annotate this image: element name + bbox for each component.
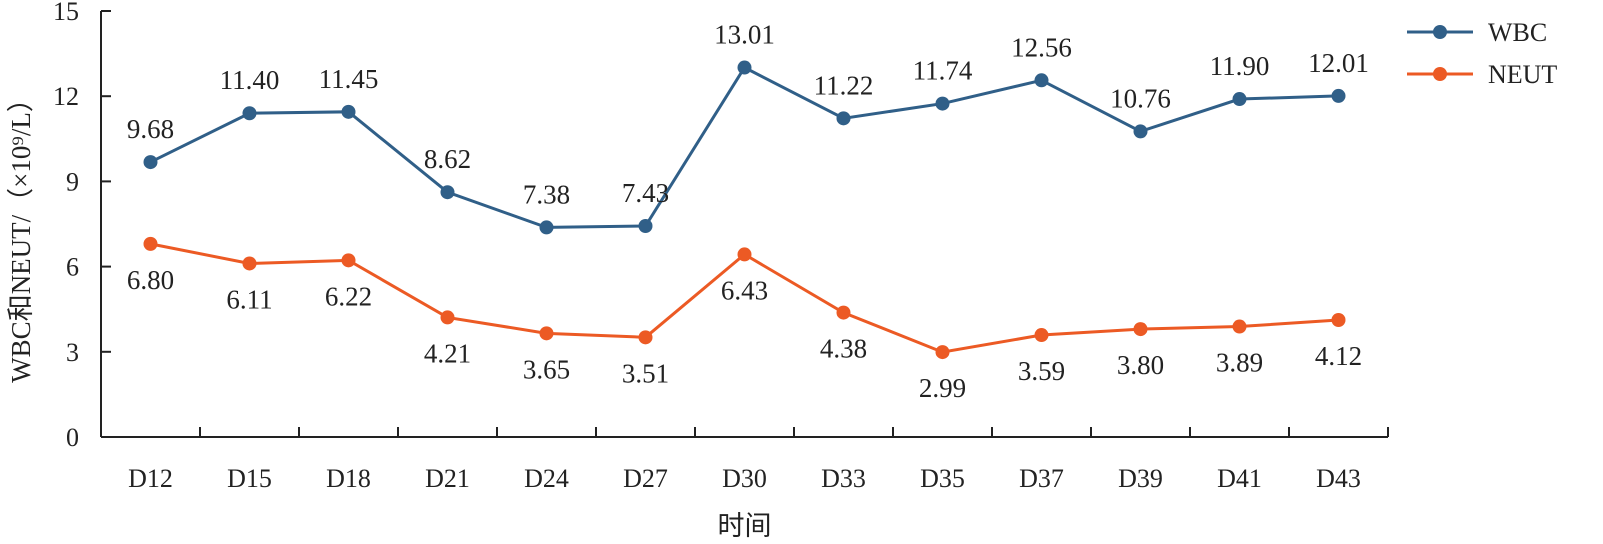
series-wbc: 9.68 11.40 11.45 8.62 7.38 7.43 13.01 11.22 11.7… [127,20,1369,235]
data-point-wbc [242,106,257,121]
data-label-wbc: 7.38 [523,179,570,209]
y-tick-label: 3 [66,338,79,367]
data-label-wbc: 11.22 [814,70,874,100]
y-tick-label: 9 [66,167,79,196]
data-point-wbc [1331,88,1346,103]
x-tick-label: D21 [425,464,470,493]
data-label-neut: 3.51 [622,358,669,388]
data-point-neut [341,253,356,268]
data-label-wbc: 9.68 [127,114,174,144]
data-label-wbc: 10.76 [1110,83,1171,113]
y-tick-label: 15 [53,0,79,26]
data-label-neut: 4.21 [424,338,471,368]
x-tick-label: D12 [128,464,173,493]
data-label-wbc: 11.40 [220,65,280,95]
data-point-wbc [143,155,158,170]
x-tick-label: D43 [1316,464,1361,493]
x-tick-label: D27 [623,464,668,493]
x-tick-label: D41 [1217,464,1262,493]
data-label-neut: 3.80 [1117,350,1164,380]
data-point-wbc [1232,92,1247,107]
data-point-wbc [341,104,356,119]
legend-swatch-marker [1433,25,1447,39]
x-tick-label: D37 [1019,464,1064,493]
x-tick-label: D35 [920,464,965,493]
data-label-wbc: 8.62 [424,144,471,174]
data-point-wbc [440,185,455,200]
data-point-wbc [1034,73,1049,88]
x-tick-label: D24 [524,464,569,493]
x-tick-label: D30 [722,464,767,493]
series-layer: 9.68 11.40 11.45 8.62 7.38 7.43 13.01 11.22 11.7… [127,20,1369,404]
data-label-neut: 3.65 [523,354,570,384]
data-point-wbc [836,111,851,126]
data-label-wbc: 11.90 [1210,51,1270,81]
data-label-neut: 6.11 [226,284,272,314]
data-label-neut: 2.99 [919,373,966,403]
legend: WBC NEUT [1407,18,1557,89]
data-point-neut [539,326,554,341]
x-tick-label: D39 [1118,464,1163,493]
y-tick-label: 12 [53,82,79,111]
legend-entry-neut: NEUT [1407,60,1557,89]
x-tick-label: D33 [821,464,866,493]
data-label-neut: 3.89 [1216,348,1263,378]
y-axis-title: WBC和NEUT/（×10⁹/L） [6,85,36,383]
legend-entry-wbc: WBC [1407,18,1547,47]
data-point-wbc [638,218,653,233]
y-tick-label: 0 [66,423,79,452]
data-point-neut [836,305,851,320]
data-point-neut [1331,312,1346,327]
data-label-wbc: 12.56 [1011,32,1072,62]
x-axis-title: 时间 [718,511,772,541]
data-point-wbc [935,96,950,111]
data-point-neut [638,330,653,345]
data-label-wbc: 11.45 [319,64,379,94]
data-point-wbc [1133,124,1148,139]
data-label-neut: 6.22 [325,281,372,311]
series-neut: 6.80 6.11 6.22 4.21 3.65 3.51 6.43 4.38 2.99 3.59… [127,236,1362,403]
x-tick-label: D15 [227,464,272,493]
data-label-neut: 3.59 [1018,356,1065,386]
data-point-neut [242,256,257,271]
data-point-neut [440,310,455,325]
y-tick-label: 6 [66,253,79,282]
data-label-neut: 4.12 [1315,341,1362,371]
legend-label: WBC [1488,18,1547,47]
data-label-wbc: 13.01 [714,20,775,50]
legend-label: NEUT [1488,60,1557,89]
data-point-neut [143,236,158,251]
data-point-neut [1034,328,1049,343]
data-label-neut: 6.80 [127,265,174,295]
data-point-wbc [737,60,752,75]
data-label-wbc: 11.74 [913,56,973,86]
data-label-neut: 4.38 [820,334,867,364]
data-point-wbc [539,220,554,235]
data-point-neut [1232,319,1247,334]
data-point-neut [935,345,950,360]
data-point-neut [737,247,752,262]
data-label-wbc: 7.43 [622,178,669,208]
data-point-neut [1133,322,1148,337]
data-label-neut: 6.43 [721,275,768,305]
axes: 0 3 6 9 12 15 D12 D15 D18 D21 D24 D27 D30 D33 D35 D37 D3… [6,0,1389,541]
x-tick-label: D18 [326,464,371,493]
legend-swatch-marker [1433,67,1447,81]
data-label-wbc: 12.01 [1308,48,1369,78]
